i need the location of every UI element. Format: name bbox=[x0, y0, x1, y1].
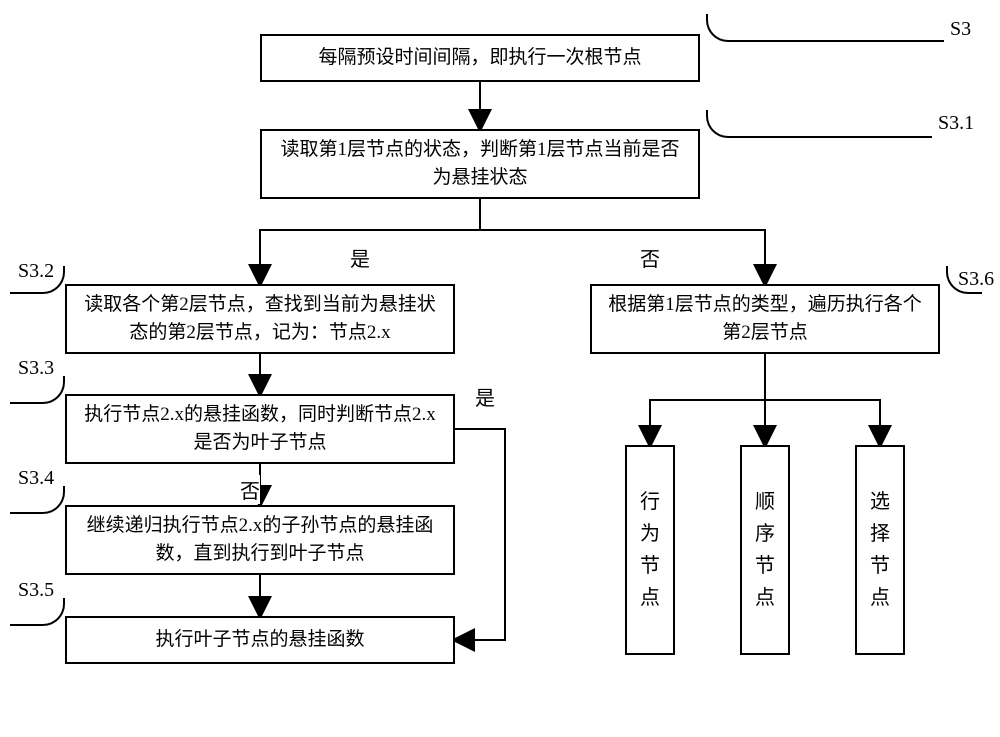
vnode-char: 顺 bbox=[755, 486, 775, 518]
node-recurse-descendants: 继续递归执行节点2.x的子孙节点的悬挂函数，直到执行到叶子节点 bbox=[65, 505, 455, 575]
vnode-char: 行 bbox=[640, 486, 660, 518]
node-text: 继续递归执行节点2.x的子孙节点的悬挂函数，直到执行到叶子节点 bbox=[77, 512, 443, 567]
vnode-char: 序 bbox=[755, 518, 775, 550]
vnode-char: 节 bbox=[755, 550, 775, 582]
vnode-char: 为 bbox=[640, 518, 660, 550]
vnode-char: 点 bbox=[870, 582, 890, 614]
step-callout bbox=[706, 14, 944, 42]
node-find-suspended-layer2: 读取各个第2层节点，查找到当前为悬挂状态的第2层节点，记为：节点2.x bbox=[65, 284, 455, 354]
node-check-layer1-state: 读取第1层节点的状态，判断第1层节点当前是否为悬挂状态 bbox=[260, 129, 700, 199]
node-exec-leaf-suspend: 执行叶子节点的悬挂函数 bbox=[65, 616, 455, 664]
node-text: 读取各个第2层节点，查找到当前为悬挂状态的第2层节点，记为：节点2.x bbox=[77, 291, 443, 346]
step-callout bbox=[706, 110, 932, 138]
node-text: 执行节点2.x的悬挂函数，同时判断节点2.x是否为叶子节点 bbox=[77, 401, 443, 456]
node-text: 根据第1层节点的类型，遍历执行各个第2层节点 bbox=[602, 291, 928, 346]
vnode-char: 点 bbox=[755, 582, 775, 614]
edge-label-yes: 是 bbox=[475, 382, 495, 411]
vnode-char: 择 bbox=[870, 518, 890, 550]
diagram-canvas: 每隔预设时间间隔，即执行一次根节点 读取第1层节点的状态，判断第1层节点当前是否… bbox=[0, 0, 1000, 737]
edge-label-no: 否 bbox=[240, 475, 260, 504]
node-text: 读取第1层节点的状态，判断第1层节点当前是否为悬挂状态 bbox=[272, 136, 688, 191]
vnode-char: 点 bbox=[640, 582, 660, 614]
step-label-s3: S3 bbox=[950, 18, 971, 41]
vnode-char: 节 bbox=[870, 550, 890, 582]
node-root-interval: 每隔预设时间间隔，即执行一次根节点 bbox=[260, 34, 700, 82]
edge-label-no: 否 bbox=[640, 243, 660, 272]
node-exec-suspend-and-test: 执行节点2.x的悬挂函数，同时判断节点2.x是否为叶子节点 bbox=[65, 394, 455, 464]
node-sequence-node: 顺序节点 bbox=[740, 445, 790, 655]
node-action-node: 行为节点 bbox=[625, 445, 675, 655]
edge-label-yes: 是 bbox=[350, 243, 370, 272]
node-selector-node: 选择节点 bbox=[855, 445, 905, 655]
node-text: 每隔预设时间间隔，即执行一次根节点 bbox=[318, 44, 641, 72]
node-text: 执行叶子节点的悬挂函数 bbox=[155, 626, 364, 654]
vnode-char: 选 bbox=[870, 486, 890, 518]
step-label-s31: S3.1 bbox=[938, 112, 974, 135]
vnode-char: 节 bbox=[640, 550, 660, 582]
node-traverse-by-type: 根据第1层节点的类型，遍历执行各个第2层节点 bbox=[590, 284, 940, 354]
